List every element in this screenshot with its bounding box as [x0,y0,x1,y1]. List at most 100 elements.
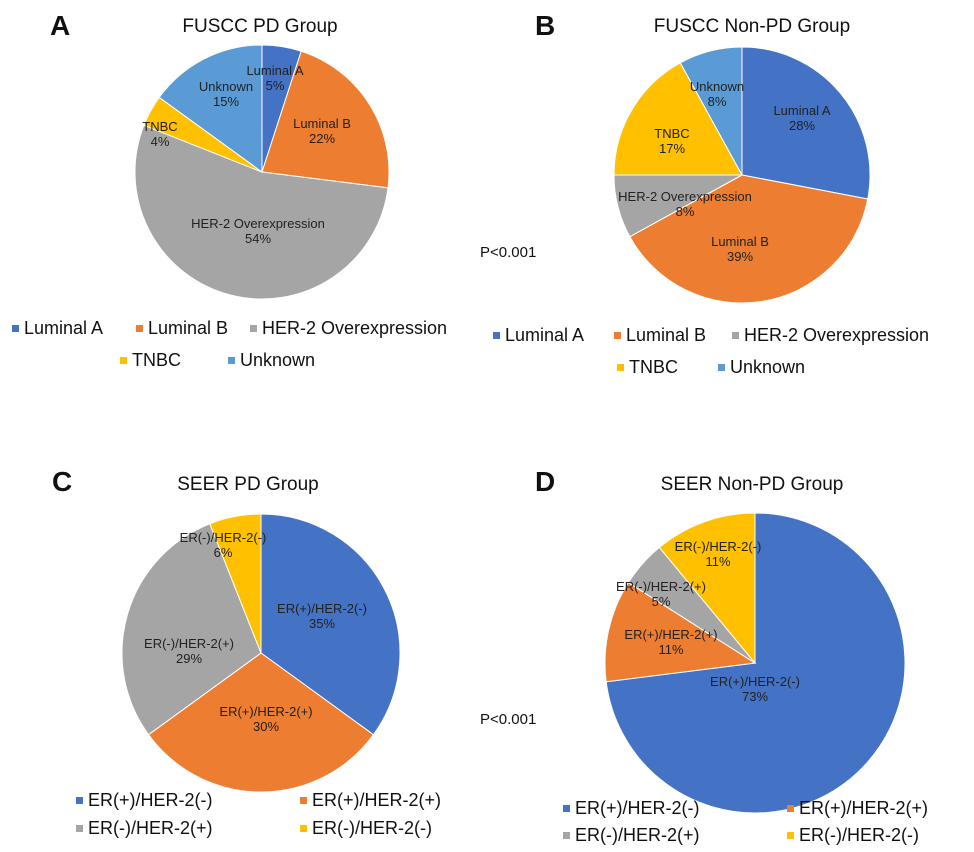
pie-slice [261,50,390,189]
slice-label: Luminal B 39% [711,234,769,264]
slice-label: Luminal A 5% [246,63,303,93]
slice-label: Luminal A 28% [773,103,830,133]
legend-swatch [120,357,127,364]
slice-label: Unknown 8% [690,79,744,109]
pie-slice [209,513,262,654]
legend-item: HER-2 Overexpression [250,318,447,339]
legend-swatch [563,805,570,812]
legend-item: ER(-)/HER-2(-) [787,825,919,846]
slice-label: ER(+)/HER-2(-) 35% [277,601,367,631]
legend: Luminal A Luminal B HER-2 Overexpression TN… [487,0,974,426]
chart-title: FUSCC PD Group [182,16,338,37]
legend-item: ER(-)/HER-2(+) [76,818,213,839]
legend-item: Luminal A [12,318,103,339]
legend-swatch [228,357,235,364]
legend-label: ER(-)/HER-2(+) [575,825,700,845]
slice-label: ER(+)/HER-2(+) 30% [219,704,312,734]
chart-title: FUSCC Non-PD Group [653,16,851,37]
slice-label: TNBC 17% [654,126,689,156]
legend-swatch [718,364,725,371]
legend-swatch [12,325,19,332]
slice-label: HER-2 Overexpression 8% [618,189,752,219]
legend-swatch [300,825,307,832]
legend-item: ER(-)/HER-2(+) [563,825,700,846]
legend-swatch [787,832,794,839]
pie-slice [260,513,401,736]
legend-item: TNBC [120,350,181,371]
legend: ER(+)/HER-2(-) ER(+)/HER-2(+) ER(-)/HER-2(… [487,426,974,852]
legend-label: HER-2 Overexpression [262,318,448,338]
legend-label: Luminal A [24,318,104,338]
panel-d: D SEER Non-PD Group ER(+)/HER-2(-) 73% ER(… [487,426,974,852]
pie-slice [741,46,871,200]
legend-label: Unknown [240,350,316,370]
legend-swatch [732,332,739,339]
legend-swatch [493,332,500,339]
legend-swatch [250,325,257,332]
slice-label: Unknown 15% [199,79,253,109]
legend-label: ER(+)/HER-2(+) [799,798,929,818]
legend-label: Luminal B [626,325,707,345]
panel-a: A FUSCC PD Group Luminal A 5% Luminal B 22%… [0,0,487,426]
p-value-top: P<0.001 [480,244,537,261]
pie-slice [679,46,743,176]
pie-chart: Luminal A 28% Luminal B 39% HER-2 Overexpres… [613,46,871,304]
legend-item: ER(+)/HER-2(+) [787,798,928,819]
slice-label: HER-2 Overexpression 54% [191,216,325,246]
slice-label: Luminal B 22% [293,116,351,146]
slice-label: TNBC 4% [142,119,177,149]
legend-item: ER(+)/HER-2(+) [300,790,441,811]
pie-slice [147,652,375,793]
panel-b: B FUSCC Non-PD Group Luminal A 28% Luminal… [487,0,974,426]
legend-item: Luminal A [493,325,584,346]
legend-label: Luminal A [505,325,585,345]
pie-chart: Luminal A 5% Luminal B 22% HER-2 Overexpress… [134,44,390,300]
legend-label: TNBC [132,350,181,370]
legend-label: ER(-)/HER-2(-) [799,825,919,845]
panel-letter: A [50,10,71,41]
pie-slice [158,44,263,173]
legend-item: Luminal B [136,318,228,339]
legend-item: TNBC [617,357,678,378]
pie-slice [134,124,389,300]
panel-c: C SEER PD Group ER(+)/HER-2(-) 35% ER(+)/H… [0,426,487,852]
legend-swatch [76,825,83,832]
slice-label: ER(-)/HER-2(+) 29% [144,636,234,666]
legend-item: Luminal B [614,325,706,346]
panel-letter: B [535,10,556,41]
legend-swatch [787,805,794,812]
legend-label: ER(+)/HER-2(-) [575,798,700,818]
legend-label: HER-2 Overexpression [744,325,930,345]
panel-letter: C [52,466,73,497]
pie-slice [604,581,757,683]
chart-title: SEER PD Group [177,474,319,495]
legend: ER(+)/HER-2(-) ER(+)/HER-2(+) ER(-)/HER-2(… [0,426,487,852]
legend-swatch [617,364,624,371]
legend-item: ER(+)/HER-2(-) [76,790,213,811]
pie-chart: ER(+)/HER-2(-) 73% ER(+)/HER-2(+) 11% ER(-)/… [604,512,906,814]
legend: Luminal A Luminal B HER-2 Overexpression TN… [0,0,487,426]
legend-label: Luminal B [148,318,229,338]
legend-label: Unknown [730,357,806,377]
legend-swatch [563,832,570,839]
legend-swatch [136,325,143,332]
chart-title: SEER Non-PD Group [660,474,844,495]
pie-chart: ER(+)/HER-2(-) 35% ER(+)/HER-2(+) 30% ER(-)/… [121,513,401,793]
pie-slice [629,174,869,304]
pie-slice [658,512,756,665]
slice-label: ER(-)/HER-2(-) 6% [180,530,267,560]
legend-item: ER(-)/HER-2(-) [300,818,432,839]
legend-item: Unknown [228,350,315,371]
legend-item: HER-2 Overexpression [732,325,929,346]
slice-label: ER(+)/HER-2(+) 11% [624,627,717,657]
legend-swatch [614,332,621,339]
legend-swatch [76,797,83,804]
legend-item: Unknown [718,357,805,378]
legend-label: ER(-)/HER-2(+) [88,818,213,838]
panel-letter: D [535,466,556,497]
slice-label: ER(+)/HER-2(-) 73% [710,674,800,704]
p-value-bottom: P<0.001 [480,711,537,728]
legend-label: TNBC [629,357,678,377]
legend-swatch [300,797,307,804]
legend-label: ER(-)/HER-2(-) [312,818,432,838]
